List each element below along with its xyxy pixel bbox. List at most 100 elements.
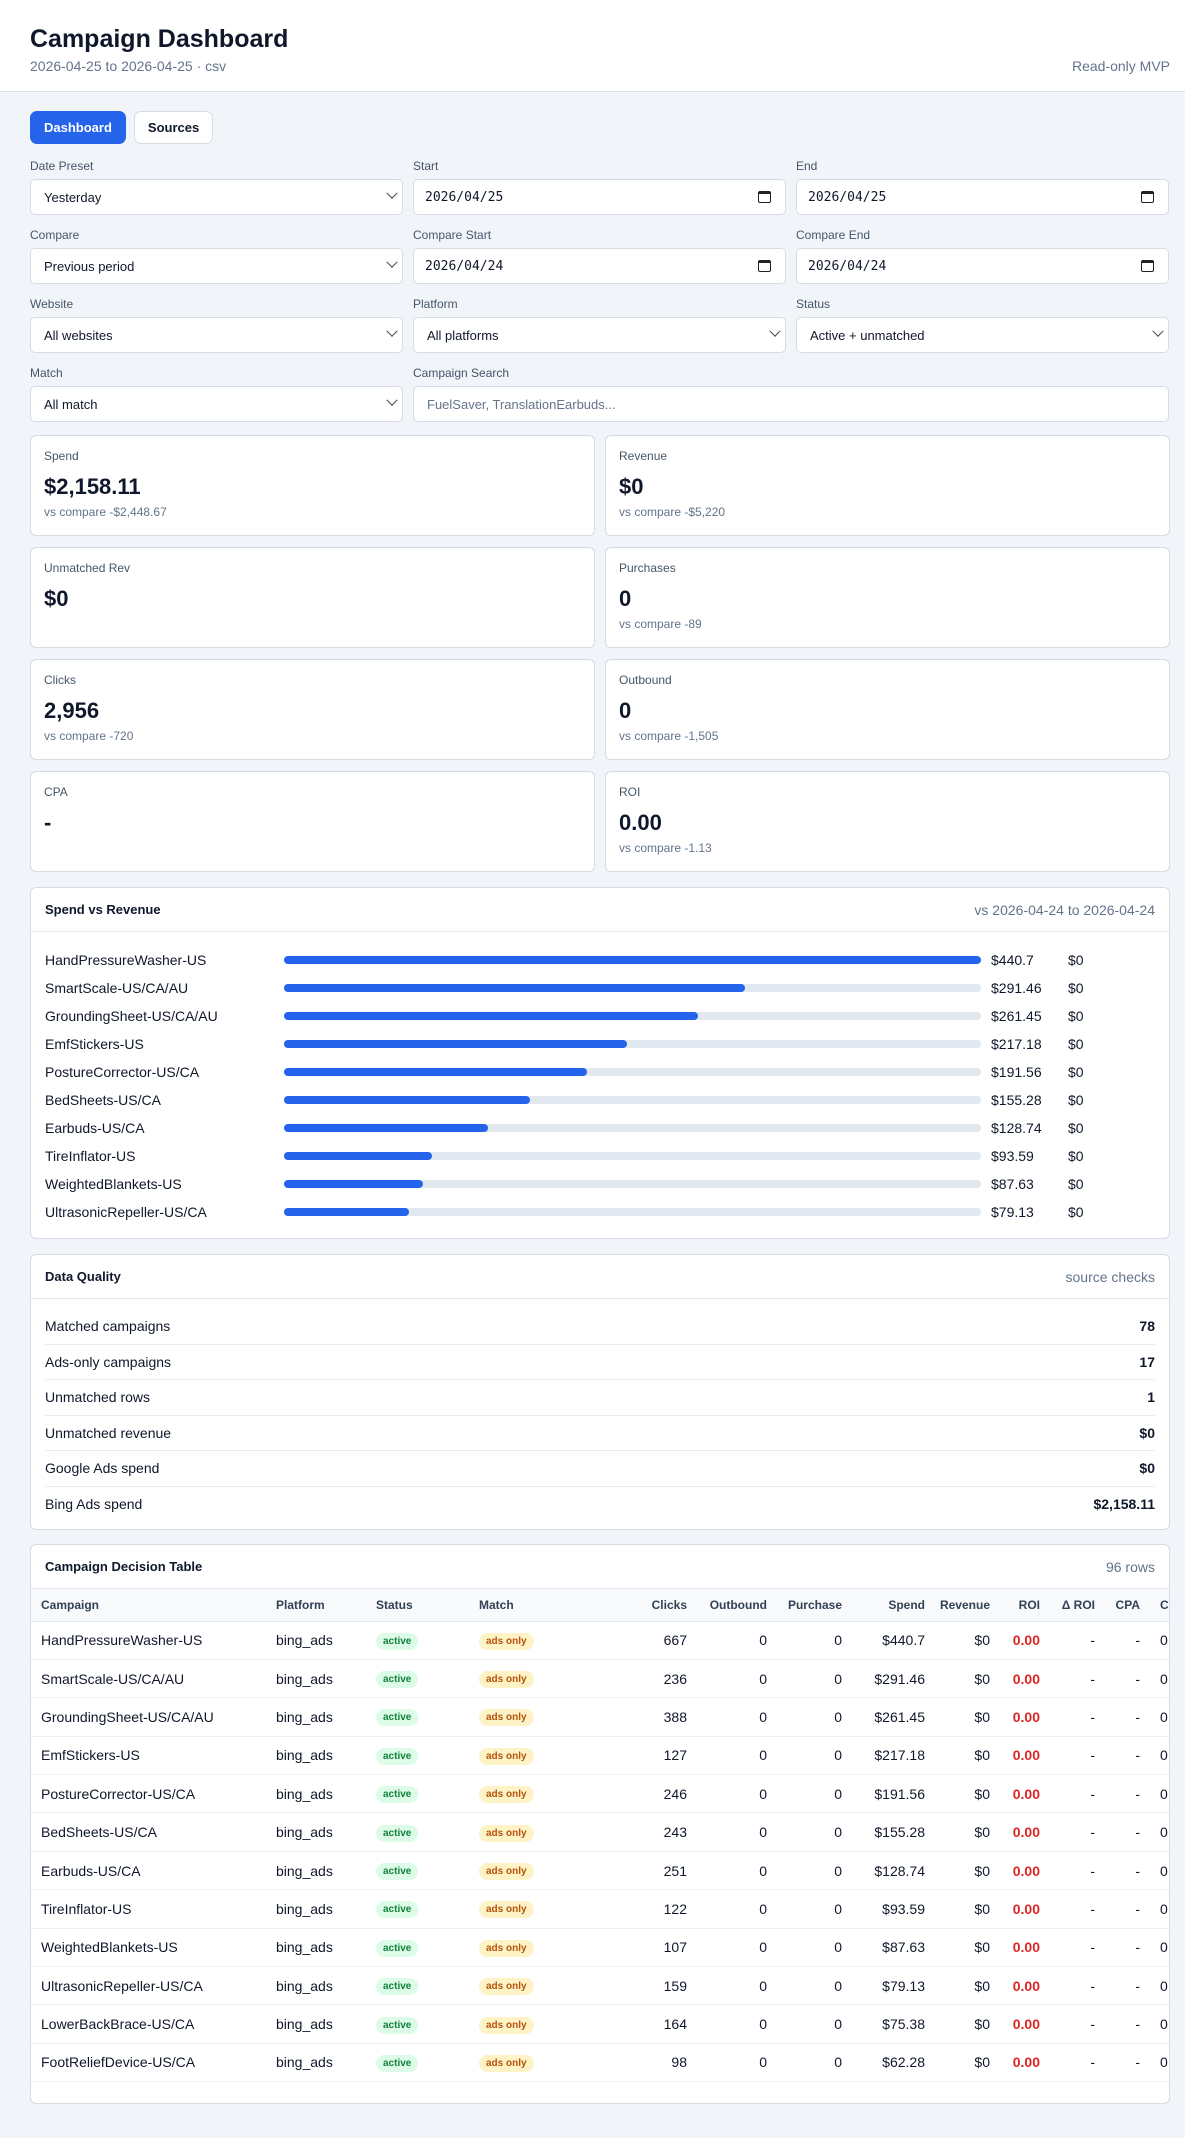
- kpi-label: Revenue: [619, 449, 668, 463]
- column-header[interactable]: Status: [366, 1589, 469, 1622]
- cell-campaign: FootReliefDevice-US/CA: [31, 2043, 266, 2083]
- column-header[interactable]: Match: [469, 1589, 612, 1622]
- cell-status: active: [366, 1659, 469, 1699]
- table-row[interactable]: EmfStickers-US bing_ads active ads only 127 0…: [31, 1736, 1169, 1776]
- compare-select[interactable]: Previous period: [30, 248, 403, 284]
- kpi-cpa: CPA -: [30, 771, 595, 872]
- bar-revenue-value: $0: [1068, 1204, 1084, 1220]
- column-header[interactable]: Spend: [852, 1589, 935, 1622]
- column-header[interactable]: CPA: [1105, 1589, 1150, 1622]
- cell-platform: bing_ads: [266, 1966, 366, 2006]
- cell-roi: 0.00: [1000, 1774, 1050, 1814]
- bar-track: [284, 984, 981, 992]
- cell-outbound: 0: [697, 1621, 777, 1660]
- end-date-input[interactable]: 2026/04/25: [796, 179, 1169, 215]
- tab-sources[interactable]: Sources: [133, 111, 214, 144]
- status-select[interactable]: Active + unmatched: [796, 317, 1169, 353]
- cell-roi: 0.00: [1000, 1736, 1050, 1776]
- column-header[interactable]: Outbound: [697, 1589, 777, 1622]
- campaign-search-input[interactable]: FuelSaver, TranslationEarbuds...: [413, 386, 1169, 422]
- website-select[interactable]: All websites: [30, 317, 403, 353]
- cell-roi: 0.00: [1000, 2004, 1050, 2044]
- column-header[interactable]: Campaign: [31, 1589, 266, 1622]
- cell-droi: -: [1050, 1812, 1105, 1852]
- cell-campaign: UltrasonicRepeller-US/CA: [31, 1966, 266, 2006]
- cell-platform: bing_ads: [266, 1851, 366, 1891]
- match-badge: ads only: [479, 1671, 534, 1689]
- table-row[interactable]: FootReliefDevice-US/CA bing_ads active ads …: [31, 2043, 1169, 2083]
- column-header[interactable]: Δ ROI: [1050, 1589, 1105, 1622]
- column-header[interactable]: Purchase: [777, 1589, 852, 1622]
- spend-bar-row: TireInflator-US $93.59 $0: [45, 1142, 1155, 1170]
- table-row[interactable]: UltrasonicRepeller-US/CA bing_ads active ad…: [31, 1966, 1169, 2006]
- cell-roi: 0.00: [1000, 1659, 1050, 1699]
- card-meta: 96 rows: [1105, 1558, 1155, 1575]
- calendar-icon[interactable]: [758, 191, 771, 203]
- column-header[interactable]: Revenue: [935, 1589, 1000, 1622]
- dq-value: 78: [1139, 1318, 1155, 1335]
- dq-value: 17: [1139, 1353, 1155, 1370]
- website-filter: Website All websites: [30, 297, 403, 366]
- cell-outbound: 0: [697, 1697, 777, 1737]
- column-header[interactable]: ROI: [1000, 1589, 1050, 1622]
- table-row[interactable]: WeightedBlankets-US bing_ads active ads onl…: [31, 1928, 1169, 1968]
- website-value: All websites: [44, 327, 113, 343]
- column-header[interactable]: Platform: [266, 1589, 366, 1622]
- platform-label: Platform: [413, 297, 458, 311]
- spend-bar-fill: [284, 1208, 410, 1216]
- cell-purchase: 0: [777, 1812, 852, 1852]
- column-header[interactable]: C: [1150, 1589, 1169, 1622]
- spend-bar-fill: [284, 1152, 433, 1160]
- table-row[interactable]: BedSheets-US/CA bing_ads active ads only 243…: [31, 1812, 1169, 1852]
- table-row[interactable]: PostureCorrector-US/CA bing_ads active ads …: [31, 1774, 1169, 1814]
- bar-track: [284, 1180, 981, 1188]
- table-row[interactable]: SmartScale-US/CA/AU bing_ads active ads onl…: [31, 1659, 1169, 1699]
- chevron-down-icon: [386, 256, 398, 268]
- cell-match: ads only: [469, 1736, 612, 1776]
- cell-campaign: BedSheets-US/CA: [31, 1812, 266, 1852]
- compare-start-date-input[interactable]: 2026/04/24: [413, 248, 786, 284]
- platform-select[interactable]: All platforms: [413, 317, 786, 353]
- date-preset-select[interactable]: Yesterday: [30, 179, 403, 215]
- spend-bar-row: EmfStickers-US $217.18 $0: [45, 1030, 1155, 1058]
- cell-c: 0.: [1150, 1621, 1169, 1660]
- cell-clicks: 164: [612, 2004, 697, 2044]
- campaign-search-label: Campaign Search: [413, 366, 510, 380]
- dq-label: Google Ads spend: [45, 1460, 160, 1477]
- calendar-icon[interactable]: [1141, 191, 1154, 203]
- table-row[interactable]: HandPressureWasher-US bing_ads active ads o…: [31, 1621, 1169, 1660]
- kpi-compare: vs compare -$2,448.67: [44, 505, 167, 519]
- cell-match: ads only: [469, 1851, 612, 1891]
- table-row[interactable]: Earbuds-US/CA bing_ads active ads only 251 0 0…: [31, 1851, 1169, 1891]
- card-meta: source checks: [1065, 1268, 1155, 1285]
- spend-bar-fill: [284, 984, 745, 992]
- tab-dashboard[interactable]: Dashboard: [30, 111, 126, 144]
- compare-end-date-input[interactable]: 2026/04/24: [796, 248, 1169, 284]
- cell-c: 0.: [1150, 1659, 1169, 1699]
- cell-droi: -: [1050, 1659, 1105, 1699]
- bar-track: [284, 1068, 981, 1076]
- kpi-label: Spend: [44, 449, 79, 463]
- cell-revenue: $0: [935, 1621, 1000, 1660]
- cell-revenue: $0: [935, 1774, 1000, 1814]
- page-title: Campaign Dashboard: [30, 25, 289, 53]
- cell-droi: -: [1050, 2004, 1105, 2044]
- status-badge: active: [376, 1747, 419, 1765]
- kpi-label: Purchases: [619, 561, 676, 575]
- start-date-input[interactable]: 2026/04/25: [413, 179, 786, 215]
- table-row[interactable]: LowerBackBrace-US/CA bing_ads active ads on…: [31, 2004, 1169, 2044]
- calendar-icon[interactable]: [1141, 260, 1154, 272]
- cell-roi: 0.00: [1000, 1697, 1050, 1737]
- cell-purchase: 0: [777, 1621, 852, 1660]
- column-header[interactable]: Clicks: [612, 1589, 697, 1622]
- page-subtitle: 2026-04-25 to 2026-04-25 · csv: [30, 58, 227, 74]
- table-row[interactable]: GroundingSheet-US/CA/AU bing_ads active ads…: [31, 1697, 1169, 1737]
- calendar-icon[interactable]: [758, 260, 771, 272]
- bar-spend-value: $191.56: [991, 1064, 1042, 1080]
- top-bar: Campaign Dashboard 2026-04-25 to 2026-04…: [0, 0, 1185, 92]
- match-select[interactable]: All match: [30, 386, 403, 422]
- cell-cpa: -: [1105, 1774, 1150, 1814]
- cell-roi: 0.00: [1000, 1928, 1050, 1968]
- chevron-down-icon: [1152, 325, 1164, 337]
- table-row[interactable]: TireInflator-US bing_ads active ads only 122…: [31, 1889, 1169, 1929]
